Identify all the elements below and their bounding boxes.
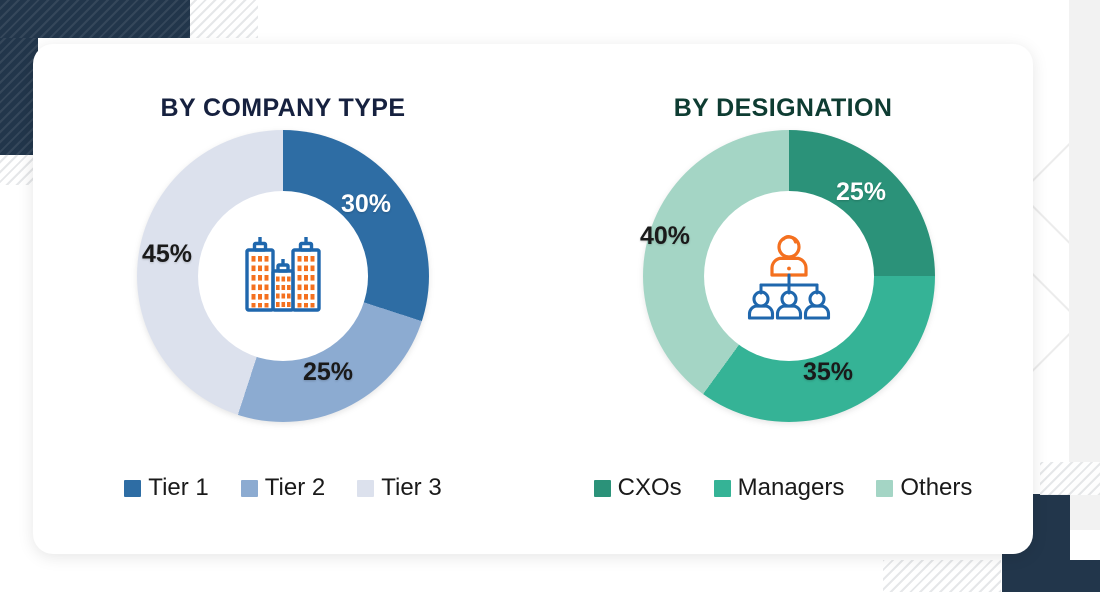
legend-item-cxos[interactable]: CXOs	[593, 474, 682, 502]
legend-label-tier-3: Tier 3	[381, 474, 442, 501]
legend-label-managers: Managers	[737, 474, 845, 501]
legend-swatch-icon-tier-3	[357, 479, 375, 497]
legend-swatch-icon-tier-1	[124, 479, 142, 497]
legend-swatch-icon-others	[876, 479, 894, 497]
panel-title-company-type: BY COMPANY TYPE	[160, 94, 406, 122]
panel-by-company-type: BY COMPANY TYPE	[33, 44, 533, 554]
legend-swatch-icon-managers	[713, 479, 731, 497]
donut-chart-designation: 25% 35% 40%	[640, 130, 935, 422]
legend-label-tier-1: Tier 1	[148, 474, 209, 501]
legend-item-managers[interactable]: Managers	[713, 474, 845, 502]
org-chart-people-icon	[731, 218, 847, 334]
legend-item-tier-1[interactable]: Tier 1	[124, 474, 209, 502]
donut-chart-company-type: 30% 25% 45%	[137, 130, 429, 422]
panel-title-designation: BY DESIGNATION	[673, 94, 893, 122]
corner-bracket-bottom-right-horizontal	[1002, 560, 1100, 592]
stripe-band-bottom-center	[883, 560, 1001, 592]
slice-label-tier-1: 30%	[341, 190, 392, 218]
stripe-block-top-left	[190, 0, 258, 38]
stripe-band-bottom-left	[0, 562, 880, 592]
legend-company-type: Tier 1 Tier 2 Tier 3	[33, 474, 533, 502]
stripe-block-bottom-right-upper	[1040, 462, 1100, 495]
slice-label-managers: 35%	[803, 358, 854, 386]
legend-item-tier-2[interactable]: Tier 2	[240, 474, 326, 502]
gray-strip-right	[1069, 0, 1100, 530]
slice-label-tier-3: 45%	[142, 240, 193, 268]
legend-item-tier-3[interactable]: Tier 3	[357, 474, 442, 502]
stripe-block-left-lower	[0, 155, 38, 185]
slice-label-tier-2: 25%	[303, 358, 354, 386]
legend-swatch-icon-tier-2	[240, 479, 258, 497]
slice-label-others: 40%	[640, 222, 691, 250]
legend-label-others: Others	[900, 474, 973, 501]
donut-hole	[198, 191, 368, 361]
legend-item-others[interactable]: Others	[876, 474, 972, 502]
corner-bracket-top-left-horizontal	[0, 0, 190, 38]
legend-swatch-icon-cxos	[593, 479, 611, 497]
donut-ring-company-type	[137, 130, 429, 422]
legend-label-tier-2: Tier 2	[264, 474, 326, 501]
office-buildings-icon	[225, 218, 341, 334]
panel-by-designation: BY DESIGNATION	[533, 44, 1033, 554]
legend-designation: CXOs Managers Others	[533, 474, 1033, 502]
slice-label-cxos: 25%	[836, 178, 887, 206]
legend-label-cxos: CXOs	[617, 474, 682, 501]
content-card: BY COMPANY TYPE	[33, 44, 1033, 554]
